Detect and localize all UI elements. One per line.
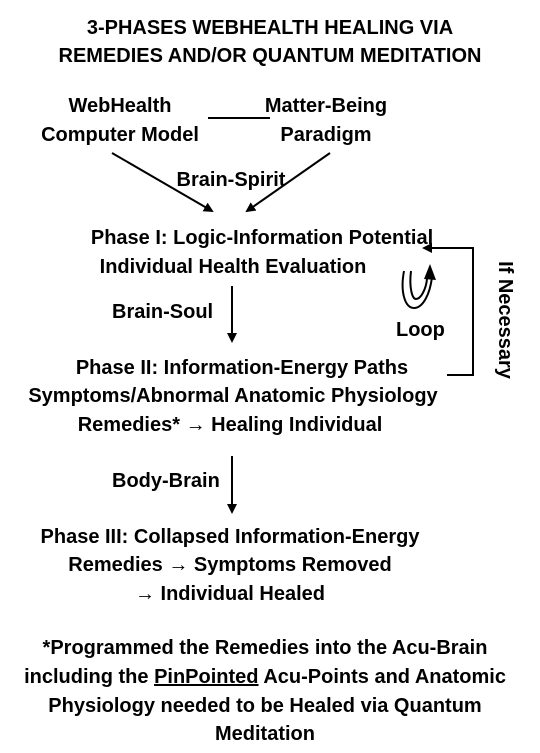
if-necessary-label: If Necessary [494, 261, 516, 380]
loop-icon [401, 264, 436, 310]
footnote-line-2: including the PinPointed Acu-Points and … [24, 666, 506, 688]
brain-spirit-label: Brain-Spirit [176, 169, 286, 191]
arrow-matter-to-phase1 [245, 152, 331, 213]
pinpointed-underlined: PinPointed [154, 666, 259, 688]
footnote-line-1: *Programmed the Remedies into the Acu-Br… [42, 637, 488, 659]
phase2-line-3: Remedies* → Healing Individual [77, 414, 383, 436]
arrow-webhealth-to-phase1 [111, 152, 214, 213]
footnote-line-3: Physiology needed to be Healed via Quant… [48, 695, 482, 717]
phase1-line-1: Phase I: Logic-Information Potential [90, 227, 434, 249]
title-line-2: REMEDIES AND/OR QUANTUM MEDITATION [58, 45, 482, 67]
matter-label-line-1: Matter-Being [264, 95, 388, 117]
phase2-line-2: Symptoms/Abnormal Anatomic Physiology [28, 385, 438, 407]
footnote-line-4: Meditation [215, 723, 315, 745]
matter-label-line-2: Paradigm [280, 124, 372, 146]
phase2-line-1: Phase II: Information-Energy Paths [75, 357, 409, 379]
webhealth-label-line-1: WebHealth [68, 95, 172, 117]
phase1-line-2: Individual Health Evaluation [99, 256, 367, 278]
if-necessary-bracket [422, 243, 474, 376]
loop-label: Loop [396, 319, 445, 341]
phase3-line-2: Remedies → Symptoms Removed [68, 554, 392, 576]
phase3-line-3: → Individual Healed [134, 583, 326, 605]
body-brain-label: Body-Brain [112, 470, 220, 492]
svg-text:If Necessary: If Necessary [494, 261, 516, 380]
brain-soul-label: Brain-Soul [112, 301, 214, 323]
webhealth-label-line-2: Computer Model [41, 124, 199, 146]
title-line-1: 3-PHASES WEBHEALTH HEALING VIA [86, 17, 454, 39]
phase3-line-1: Phase III: Collapsed Information-Energy [40, 526, 420, 548]
